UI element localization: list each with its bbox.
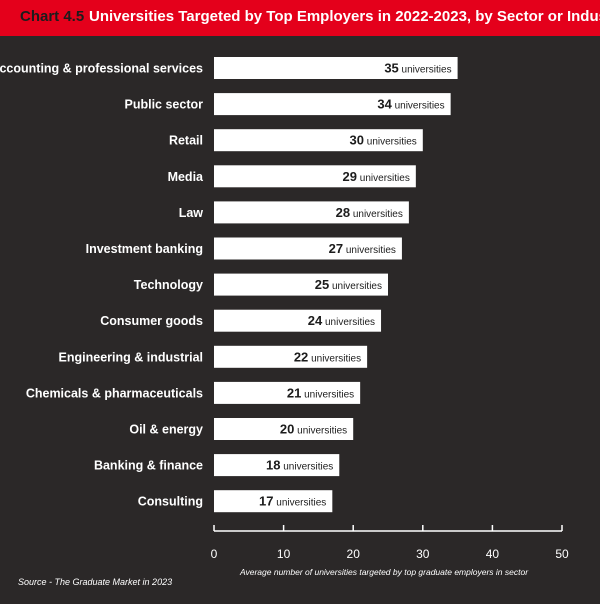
chart-header: Chart 4.5 Universities Targeted by Top E… xyxy=(0,0,600,36)
category-label: Media xyxy=(168,170,204,184)
bar xyxy=(214,201,409,224)
data-label: 24 universities xyxy=(308,313,375,328)
x-tick-label: 50 xyxy=(555,547,569,561)
data-label: 25 universities xyxy=(315,277,382,292)
bar xyxy=(214,57,458,79)
bar xyxy=(214,345,368,368)
data-label: 18 universities xyxy=(266,458,333,473)
bar xyxy=(214,129,423,152)
data-label: 17 universities xyxy=(259,494,326,509)
category-label: Investment banking xyxy=(86,242,203,256)
data-label: 27 universities xyxy=(329,241,396,256)
x-tick-label: 40 xyxy=(486,547,500,561)
bar xyxy=(214,490,333,513)
data-label: 21 universities xyxy=(287,385,354,400)
data-label: 35 universities xyxy=(384,61,451,76)
chart-number: Chart 4.5 xyxy=(20,8,85,25)
category-label: Law xyxy=(179,206,204,220)
x-axis-label: Average number of universities targeted … xyxy=(239,567,529,577)
data-label: 34 universities xyxy=(377,97,444,112)
x-tick-label: 10 xyxy=(277,547,291,561)
x-tick-label: 20 xyxy=(347,547,361,561)
data-label: 28 universities xyxy=(336,205,403,220)
bar xyxy=(214,309,382,332)
category-label: Consulting xyxy=(138,495,203,509)
category-label: Accounting & professional services xyxy=(0,62,203,76)
x-tick-label: 30 xyxy=(416,547,430,561)
category-label: Banking & finance xyxy=(94,459,203,473)
category-label: Chemicals & pharmaceuticals xyxy=(26,386,203,400)
bar xyxy=(214,454,340,477)
bar xyxy=(214,165,416,188)
chart-title: Universities Targeted by Top Employers i… xyxy=(89,8,600,25)
x-tick-label: 0 xyxy=(211,547,218,561)
category-label: Engineering & industrial xyxy=(59,350,203,364)
bar xyxy=(214,237,402,260)
data-label: 29 universities xyxy=(343,169,410,184)
category-label: Public sector xyxy=(125,98,204,112)
category-label: Technology xyxy=(134,278,203,292)
category-label: Consumer goods xyxy=(100,314,203,328)
data-label: 20 universities xyxy=(280,422,347,437)
source-note: Source - The Graduate Market in 2023 xyxy=(18,577,173,587)
category-label: Oil & energy xyxy=(129,423,203,437)
data-label: 30 universities xyxy=(350,133,417,148)
bar xyxy=(214,418,354,440)
bar xyxy=(214,93,451,116)
data-label: 22 universities xyxy=(294,349,361,364)
category-label: Retail xyxy=(169,134,203,148)
bar xyxy=(214,381,361,404)
bar xyxy=(214,273,388,296)
